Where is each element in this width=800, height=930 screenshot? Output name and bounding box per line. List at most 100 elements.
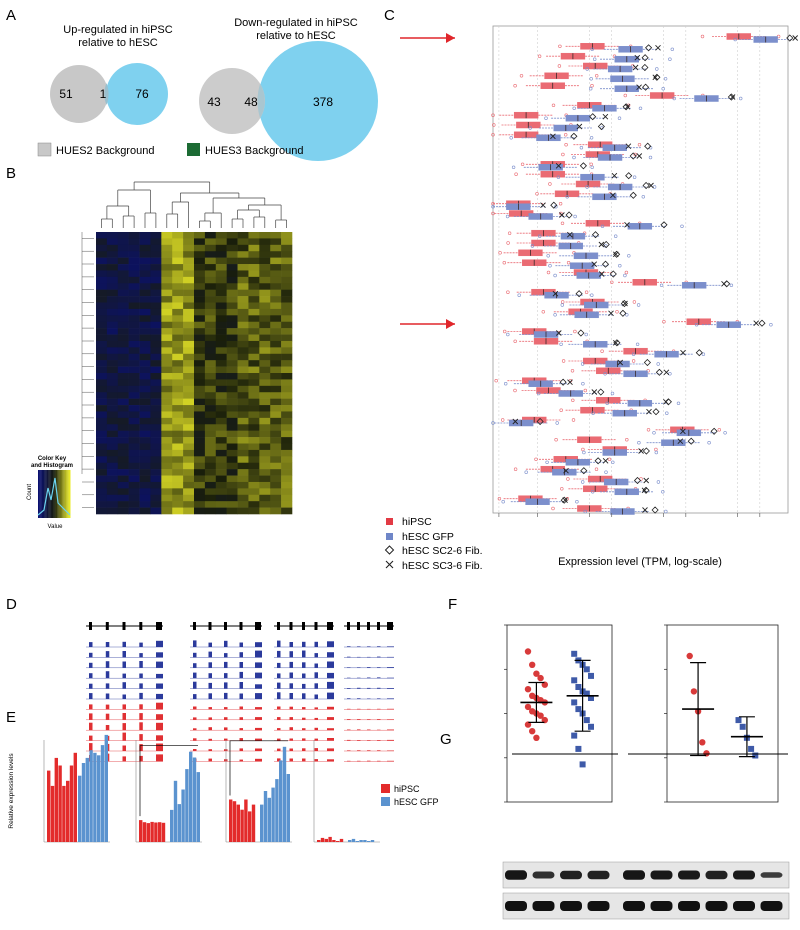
heatmap-cell — [183, 270, 195, 278]
heatmap-cell — [281, 501, 293, 508]
track-peak — [289, 672, 293, 679]
heatmap-cell — [281, 417, 293, 425]
heatmap-cell — [161, 398, 173, 406]
heatmap-cell — [281, 251, 293, 258]
refseq-exon — [139, 622, 143, 630]
boxplot-outlier-hesc — [656, 362, 660, 366]
track-peak — [139, 744, 143, 751]
boxplot-outlier-hipsc — [590, 83, 594, 88]
heatmap-cell — [226, 276, 238, 284]
heatmap-cell — [106, 328, 119, 335]
heatmap-cell — [204, 385, 217, 393]
track-peak — [302, 673, 306, 679]
track-peak — [208, 673, 212, 679]
heatmap-row-dendrogram — [81, 232, 94, 508]
blot-band-actin — [733, 901, 755, 911]
heatmap-cell — [215, 353, 227, 361]
heatmap-cell — [96, 501, 108, 508]
heatmap-cell — [150, 443, 162, 451]
heatmap-cell — [194, 353, 206, 361]
boxplot-rows — [491, 33, 799, 515]
panel-d-tracks: D — [6, 596, 394, 762]
expression-significance-bracket — [139, 745, 198, 817]
color-key-value-label: Value — [48, 524, 64, 530]
expression-bar-hesc — [104, 734, 108, 842]
heatmap-cell — [281, 449, 293, 457]
track-peak — [105, 693, 110, 699]
heatmap-cell — [172, 340, 184, 348]
heatmap-cell — [117, 353, 129, 361]
heatmap-cell — [259, 289, 271, 297]
heatmap-cell — [204, 475, 217, 483]
heatmap-cell — [204, 321, 217, 329]
boxplot-marker-sc2 — [655, 368, 663, 376]
heatmap-cell — [194, 430, 206, 438]
heatmap-cell — [248, 328, 260, 335]
heatmap-cell — [204, 264, 217, 271]
heatmap-cell — [183, 405, 195, 412]
track-peak — [239, 717, 243, 720]
track-peak — [122, 661, 126, 668]
heatmap-cell — [150, 328, 162, 335]
heatmap-cell — [259, 270, 271, 278]
heatmap-cell — [194, 481, 206, 489]
heatmap-cell — [161, 270, 173, 278]
boxplot-marker-sc3 — [680, 349, 686, 356]
heatmap-cell — [117, 321, 129, 329]
boxplot-outlier-hesc — [665, 411, 669, 415]
boxplot-outlier-hesc — [585, 67, 589, 71]
heatmap-cell — [194, 238, 206, 246]
expression-bar-hipsc — [142, 822, 147, 842]
expression-bar-hipsc — [232, 801, 237, 842]
heatmap-cell — [128, 321, 140, 329]
blot-band-ldha — [678, 870, 700, 880]
panel-b-heatmap: B Color Key and Histogram Count Value — [6, 165, 293, 530]
scatter-point-hesc — [583, 690, 590, 697]
track-peak — [224, 738, 228, 741]
boxplot-outlier-hipsc — [559, 408, 563, 412]
heatmap-cell — [96, 270, 108, 278]
track-peak — [139, 653, 143, 658]
scatter-point-hesc — [739, 723, 746, 730]
heatmap-cell — [194, 360, 206, 367]
boxplot-marker-sc3 — [663, 369, 670, 376]
heatmap-cell — [183, 456, 195, 464]
heatmap-cell — [183, 328, 195, 335]
expression-bar-hipsc — [339, 838, 344, 842]
heatmap-cell — [106, 334, 119, 342]
heatmap-cell — [139, 340, 151, 348]
heatmap-cell — [117, 289, 129, 297]
refseq-exon — [122, 622, 126, 630]
heatmap-cell — [96, 424, 108, 431]
boxplot-marker-sc3 — [624, 103, 631, 110]
heatmap-cell — [281, 302, 293, 310]
heatmap-cell — [281, 321, 293, 329]
track-peak — [347, 688, 351, 689]
track-peak — [277, 650, 281, 658]
track-peak — [367, 708, 371, 710]
heatmap-cell — [259, 321, 271, 329]
heatmap-cell — [106, 315, 119, 323]
heatmap-cell — [270, 244, 282, 252]
heatmap-cell — [248, 462, 260, 470]
boxplot-marker-sc3 — [562, 497, 568, 504]
heatmap-cell — [281, 430, 293, 438]
heatmap-cell — [215, 264, 227, 271]
boxplot-outlier-hesc — [556, 175, 561, 179]
track-peak — [314, 641, 318, 647]
heatmap-cell — [183, 449, 195, 457]
boxplot-outlier-hesc — [605, 401, 609, 405]
boxplot-outlier-hipsc — [571, 418, 576, 422]
boxplot-outlier-hesc — [536, 391, 541, 396]
boxplot-outlier-hipsc — [498, 251, 502, 255]
refseq-exon — [302, 622, 305, 630]
heatmap-cell — [248, 238, 260, 246]
boxplot-outlier-hipsc — [624, 270, 629, 275]
boxplot-outlier-hesc — [506, 332, 510, 337]
heatmap-cell — [259, 462, 271, 470]
heatmap-cell — [237, 315, 249, 323]
expression-bar-hesc — [192, 757, 197, 842]
heatmap-cell — [194, 302, 206, 310]
heatmap-cell — [183, 481, 195, 489]
heatmap-cell — [237, 244, 249, 252]
